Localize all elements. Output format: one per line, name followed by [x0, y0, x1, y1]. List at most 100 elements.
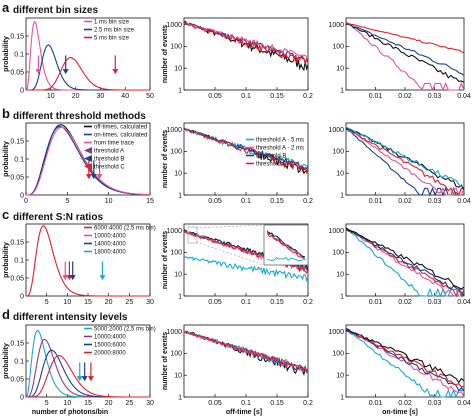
- y-tick-label: 0.15: [10, 239, 24, 246]
- y-tick-label: 0: [20, 192, 24, 199]
- series-line-red: [183, 230, 309, 275]
- y-axis-label: probability: [3, 36, 10, 72]
- series-line-red: [183, 128, 309, 175]
- y-tick-label: 100: [170, 44, 182, 51]
- x-tick-label: 0.05: [208, 400, 222, 407]
- zoom-region: [187, 226, 198, 244]
- y-tick-label: 0.1: [14, 156, 24, 163]
- legend-entry: threshold C: [94, 165, 125, 171]
- panel-title-a: different bin sizes: [13, 5, 98, 16]
- y-tick-label: 1: [340, 192, 344, 199]
- y-axis-label: probability: [3, 141, 10, 177]
- y-tick-label: 1000: [328, 228, 344, 235]
- y-tick-label: 10: [336, 170, 344, 177]
- series-line-blue: [26, 44, 150, 91]
- y-tick-label: 0: [20, 87, 24, 94]
- series-line-cyan: [183, 128, 309, 170]
- x-tick-label: 0.15: [270, 198, 284, 205]
- x-tick-label: 5: [45, 400, 49, 407]
- y-tick-label: 0: [20, 394, 24, 401]
- x-tick-label: 10: [63, 299, 71, 306]
- panel-title-b: different threshold methods: [13, 111, 146, 122]
- y-tick-label: 100: [170, 351, 182, 358]
- legend-swatch: [84, 155, 92, 162]
- y-tick-label: 100: [332, 250, 344, 257]
- arrow-head: [76, 376, 83, 382]
- y-tick-label: 1: [178, 394, 182, 401]
- y-tick-label: 0.1: [14, 257, 24, 264]
- x-tick-label: 0.1: [241, 93, 251, 100]
- x-tick-label: 0.04: [457, 299, 471, 306]
- y-tick-label: 10: [336, 271, 344, 278]
- legend-entry: threshold A - 2 ms: [256, 146, 304, 152]
- x-tick-label: 15: [84, 299, 92, 306]
- legend-entry: 14000:4000: [94, 242, 126, 248]
- series-line-pink: [345, 329, 465, 398]
- series-line-cyan: [183, 330, 309, 375]
- legend-entry: 18000:4000: [94, 250, 126, 256]
- y-tick-label: 1: [340, 394, 344, 401]
- x-tick-label: 0.2: [303, 400, 313, 407]
- series-line-pink: [345, 21, 465, 92]
- series-line-blue: [345, 22, 465, 76]
- y-tick-label: 1: [178, 87, 182, 94]
- series-line-red: [345, 127, 464, 196]
- series-line-red: [26, 355, 150, 398]
- chart-d-on: 0.01 0.02 0.03 0.04 1 10 100 1000: [328, 324, 471, 407]
- series-line-purple: [26, 338, 150, 398]
- x-tick-label: 15: [84, 400, 92, 407]
- x-tick-label: 15: [146, 198, 154, 205]
- y-tick-label: 1: [340, 293, 344, 300]
- y-axis-label: number of events: [162, 332, 169, 390]
- x-tick-label: 0.05: [208, 93, 222, 100]
- arrow-head: [69, 275, 76, 281]
- y-tick-label: 0.15: [10, 138, 24, 145]
- x-tick-label: 25: [125, 400, 133, 407]
- arrow-head: [81, 376, 88, 382]
- legend-entry: threshold B: [94, 157, 124, 163]
- series-line-cyan: [183, 256, 309, 283]
- legend-entry: threshold A - 5 ms: [256, 138, 304, 144]
- chart-b-on: 0.01 0.02 0.03 0.04 1 10 100 1000: [328, 122, 471, 205]
- legend-entry: 15000:6000: [94, 343, 126, 349]
- ontime-xlabel: on-time [s]: [382, 409, 418, 416]
- series-line-cyan: [345, 328, 464, 399]
- x-tick-label: 0.2: [303, 299, 313, 306]
- x-tick-label: 0.02: [398, 299, 412, 306]
- plot-frame: [345, 223, 465, 297]
- x-tick-label: 30: [146, 400, 154, 407]
- legend-swatch: [84, 163, 92, 170]
- plot-frame: [345, 122, 465, 196]
- series-line-blue: [26, 349, 150, 398]
- panel-label-c: c: [2, 207, 9, 222]
- legend-entry: 10000:4000: [94, 335, 126, 341]
- y-tick-label: 1000: [166, 127, 182, 134]
- x-tick-label: 30: [146, 299, 154, 306]
- y-tick-label: 10: [336, 372, 344, 379]
- arrow-head: [87, 376, 94, 382]
- x-tick-label: 0.01: [369, 400, 383, 407]
- y-tick-label: 1000: [328, 329, 344, 336]
- y-tick-label: 1000: [166, 329, 182, 336]
- y-axis-label: number of events: [162, 231, 169, 289]
- y-tick-label: 0: [20, 293, 24, 300]
- y-tick-label: 10: [336, 65, 344, 72]
- y-axis-label: probability: [3, 242, 10, 278]
- x-tick-label: 0.03: [428, 93, 442, 100]
- legend-entry: 6000:4000 (2.5 ms bin): [94, 226, 156, 232]
- legend-entry: 20000:8000: [94, 351, 126, 357]
- y-tick-label: 1: [178, 192, 182, 199]
- x-tick-label: 0.02: [398, 400, 412, 407]
- x-tick-label: 10: [47, 93, 55, 100]
- y-tick-label: 1: [178, 293, 182, 300]
- x-tick-label: 0.1: [241, 400, 251, 407]
- y-tick-label: 0.15: [10, 33, 24, 40]
- offtime-xlabel: off-time [s]: [226, 409, 262, 416]
- x-tick-label: 0.01: [369, 198, 383, 205]
